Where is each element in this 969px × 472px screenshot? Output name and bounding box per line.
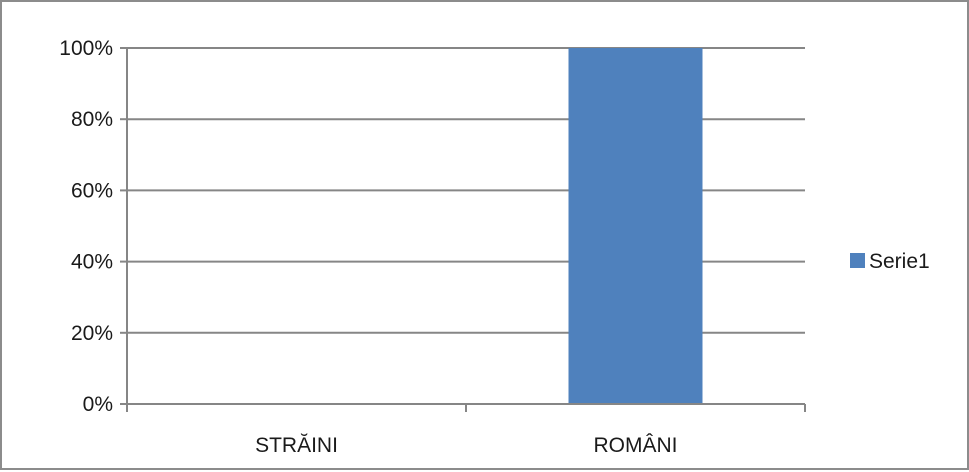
y-tick-label: 80% — [71, 108, 113, 131]
legend: Serie1 — [850, 250, 930, 273]
axes — [120, 47, 806, 412]
y-tick-label: 60% — [71, 179, 113, 202]
y-tick-label: 40% — [71, 251, 113, 274]
x-category-label: ROMÂNI — [594, 434, 678, 457]
gridlines — [127, 47, 805, 334]
x-category-label: STRĂINI — [255, 434, 338, 457]
y-tick-labels: 0% 20% 40% 60% 80% 100% — [59, 37, 113, 416]
y-tick-label: 100% — [59, 37, 113, 60]
y-tick-label: 0% — [83, 393, 113, 416]
bar-2 — [568, 48, 703, 404]
bars — [568, 48, 703, 404]
legend-label: Serie1 — [869, 250, 930, 273]
x-category-labels: STRĂINI ROMÂNI — [255, 434, 677, 457]
legend-swatch — [850, 253, 865, 268]
y-tick-label: 20% — [71, 322, 113, 345]
